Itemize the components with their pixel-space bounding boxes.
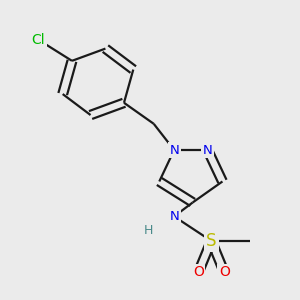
Text: Cl: Cl	[32, 33, 45, 47]
Text: N: N	[203, 143, 212, 157]
Text: N: N	[169, 210, 179, 223]
Text: H: H	[143, 224, 153, 237]
Text: O: O	[193, 266, 204, 279]
Text: H: H	[143, 224, 153, 237]
Text: N: N	[169, 143, 179, 157]
Text: O: O	[219, 266, 230, 279]
Text: S: S	[206, 232, 217, 250]
